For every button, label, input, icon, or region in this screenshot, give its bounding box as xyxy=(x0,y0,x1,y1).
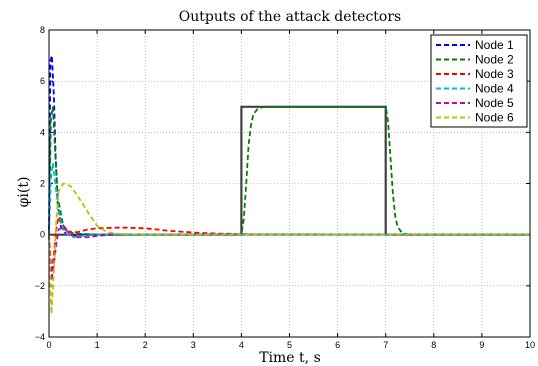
x-tick-labels: 0 1 2 3 4 5 6 7 8 9 10 xyxy=(46,340,535,350)
x-tick-label: 1 xyxy=(95,340,100,350)
y-tick-label: 8 xyxy=(40,25,45,35)
y-tick-label: 4 xyxy=(40,127,45,137)
chart-title: Outputs of the attack detectors xyxy=(179,9,401,25)
legend-label: Node 3 xyxy=(475,67,514,81)
y-tick-label: −2 xyxy=(35,281,45,291)
legend-box xyxy=(430,34,528,128)
x-axis-label: Time t, s xyxy=(259,350,321,366)
x-tick-label: 9 xyxy=(479,340,484,350)
legend-label: Node 5 xyxy=(475,96,514,110)
axes-frame xyxy=(48,29,531,338)
x-tick-label: 7 xyxy=(383,340,388,350)
plot-area xyxy=(48,55,531,315)
legend-label: Node 1 xyxy=(475,38,514,52)
x-tick-label: 6 xyxy=(335,340,340,350)
legend-label: Node 4 xyxy=(475,82,514,96)
series-line-node-1 xyxy=(48,55,530,237)
y-tick-label: −4 xyxy=(35,332,45,342)
x-tick-label: 2 xyxy=(143,340,148,350)
legend-label: Node 6 xyxy=(475,111,514,125)
x-tick-label: 5 xyxy=(287,340,292,350)
x-tick-label: 10 xyxy=(525,340,535,350)
y-tick-labels: −4 −2 0 2 4 6 8 xyxy=(35,25,45,342)
x-tick-label: 4 xyxy=(239,340,244,350)
y-axis-label: φi(t) xyxy=(16,177,32,208)
y-tick-label: 6 xyxy=(40,76,45,86)
series-line-node-6 xyxy=(48,182,530,315)
legend-label: Node 2 xyxy=(475,53,514,67)
x-tick-label: 0 xyxy=(46,340,51,350)
y-tick-label: 2 xyxy=(40,179,45,189)
x-tick-label: 8 xyxy=(431,340,436,350)
x-tick-label: 3 xyxy=(191,340,196,350)
y-tick-label: 0 xyxy=(40,230,45,240)
series-line-node-2 xyxy=(48,105,530,236)
